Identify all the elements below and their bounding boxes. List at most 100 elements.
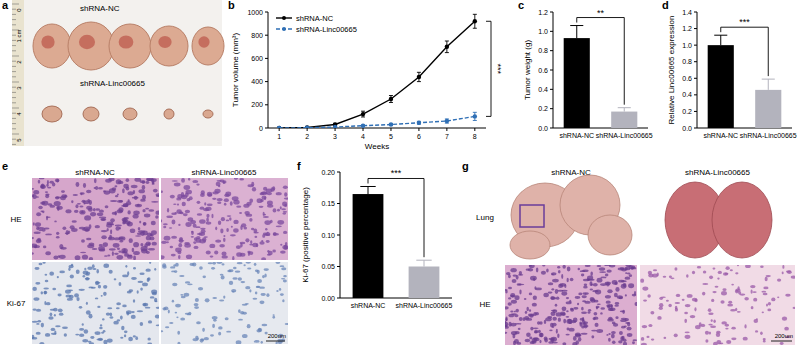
- tumor: [123, 108, 137, 120]
- cell: [161, 330, 163, 332]
- cell: [79, 205, 83, 207]
- ruler-tick: [12, 128, 16, 129]
- marker: [277, 126, 281, 128]
- cell: [177, 194, 182, 199]
- cell: [226, 220, 229, 222]
- cell: [570, 308, 573, 310]
- cell: [170, 246, 173, 249]
- cell: [152, 242, 157, 246]
- cell: [95, 225, 100, 228]
- cell: [532, 303, 537, 307]
- cell: [42, 210, 44, 213]
- cell: [215, 226, 217, 230]
- significance: ***: [391, 168, 402, 178]
- cell: [537, 321, 540, 325]
- cell: [35, 282, 40, 285]
- cell: [582, 292, 588, 295]
- cell: [170, 195, 175, 199]
- cell: [551, 288, 554, 290]
- row-label: shRNA-Linc00665: [80, 79, 145, 88]
- cell: [708, 324, 712, 326]
- cell: [505, 306, 509, 309]
- cell: [41, 291, 43, 294]
- cell: [684, 319, 687, 323]
- cell: [612, 341, 616, 345]
- cell: [605, 295, 611, 299]
- plot-area: [564, 26, 638, 128]
- cell: [101, 230, 108, 232]
- cell: [54, 201, 61, 206]
- cell: [261, 257, 266, 260]
- bar-chart: d0.00.20.40.60.81.01.21.4Relative Linc00…: [662, 0, 797, 139]
- cell: [171, 220, 175, 225]
- cell: [642, 287, 648, 291]
- cell: [114, 253, 119, 255]
- cell: [623, 342, 627, 345]
- cell: [116, 307, 120, 309]
- cell: [281, 208, 286, 210]
- cell: [36, 212, 41, 216]
- cell: [282, 245, 288, 250]
- cell: [66, 209, 72, 213]
- cell: [550, 297, 556, 299]
- cell: [152, 292, 157, 296]
- cell: [172, 180, 178, 182]
- cell: [95, 331, 101, 335]
- cell: [192, 180, 198, 183]
- cell: [508, 322, 511, 327]
- cell: [584, 324, 588, 329]
- cell: [718, 271, 722, 274]
- lung-lobe: [510, 231, 550, 259]
- cell: [518, 328, 521, 330]
- cell: [257, 279, 262, 283]
- cell: [731, 284, 734, 286]
- cell: [206, 221, 212, 224]
- cell: [187, 314, 191, 316]
- cell: [606, 334, 608, 336]
- cell: [183, 213, 188, 216]
- cell: [543, 293, 549, 297]
- cell: [122, 304, 127, 307]
- cell: [557, 333, 559, 338]
- cell: [216, 262, 222, 264]
- cell: [692, 271, 695, 274]
- cell: [191, 231, 194, 235]
- ruler-tick: [12, 108, 19, 109]
- cell: [206, 217, 209, 222]
- cell: [744, 297, 749, 301]
- cell: [223, 235, 225, 237]
- cell: [49, 272, 54, 276]
- cell: [728, 301, 732, 304]
- cell: [79, 227, 85, 230]
- cell: [264, 220, 271, 225]
- cell: [548, 291, 553, 293]
- cell: [35, 267, 40, 270]
- significance: ***: [493, 64, 503, 75]
- column-label: shRNA-NC: [75, 168, 115, 177]
- cell: [750, 285, 755, 288]
- cell: [273, 232, 277, 236]
- cell: [116, 179, 122, 184]
- cell: [117, 200, 123, 203]
- cell: [103, 285, 107, 289]
- cell: [219, 179, 224, 182]
- y-tick: [265, 35, 268, 36]
- cell: [276, 192, 282, 195]
- cell: [515, 331, 520, 334]
- cell: [109, 235, 112, 240]
- cell: [687, 294, 693, 298]
- cell: [585, 293, 587, 295]
- cell: [115, 195, 118, 197]
- cell: [207, 192, 212, 197]
- cell: [581, 333, 588, 335]
- cell: [200, 338, 204, 342]
- cell: [592, 290, 598, 292]
- cell: [127, 271, 129, 275]
- cell: [32, 237, 34, 239]
- cell: [46, 216, 48, 221]
- cell: [127, 210, 130, 214]
- cell: [573, 307, 578, 310]
- cell: [676, 294, 680, 297]
- cell: [600, 307, 605, 309]
- cell: [54, 221, 57, 223]
